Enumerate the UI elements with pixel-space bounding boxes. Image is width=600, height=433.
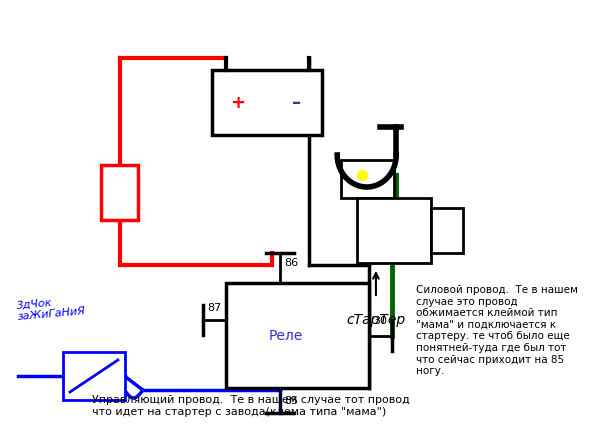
Text: Реле: Реле — [269, 329, 303, 343]
Bar — [341, 160, 394, 198]
Bar — [431, 208, 463, 253]
Bar — [62, 352, 125, 400]
Text: –: – — [292, 94, 301, 112]
Bar — [358, 198, 431, 263]
Text: Силовой провод.  Те в нашем
случае это провод
обжимается клеймой тип
"мама" и по: Силовой провод. Те в нашем случае это пр… — [416, 285, 578, 376]
Text: 30: 30 — [373, 316, 387, 326]
Bar — [101, 165, 138, 220]
Text: +: + — [230, 94, 245, 112]
Bar — [226, 283, 368, 388]
Text: 3дЧок
заЖиГаНиЯ: 3дЧок заЖиГаНиЯ — [17, 295, 87, 323]
Text: 87: 87 — [208, 303, 221, 313]
Text: Управляющий провод.  Те в нашем случае тот провод
что идет на стартер с завода(к: Управляющий провод. Те в нашем случае то… — [92, 395, 410, 417]
Bar — [212, 70, 322, 135]
Text: 85: 85 — [284, 396, 299, 406]
Text: сТарТер: сТарТер — [346, 313, 406, 327]
Text: 86: 86 — [284, 258, 299, 268]
